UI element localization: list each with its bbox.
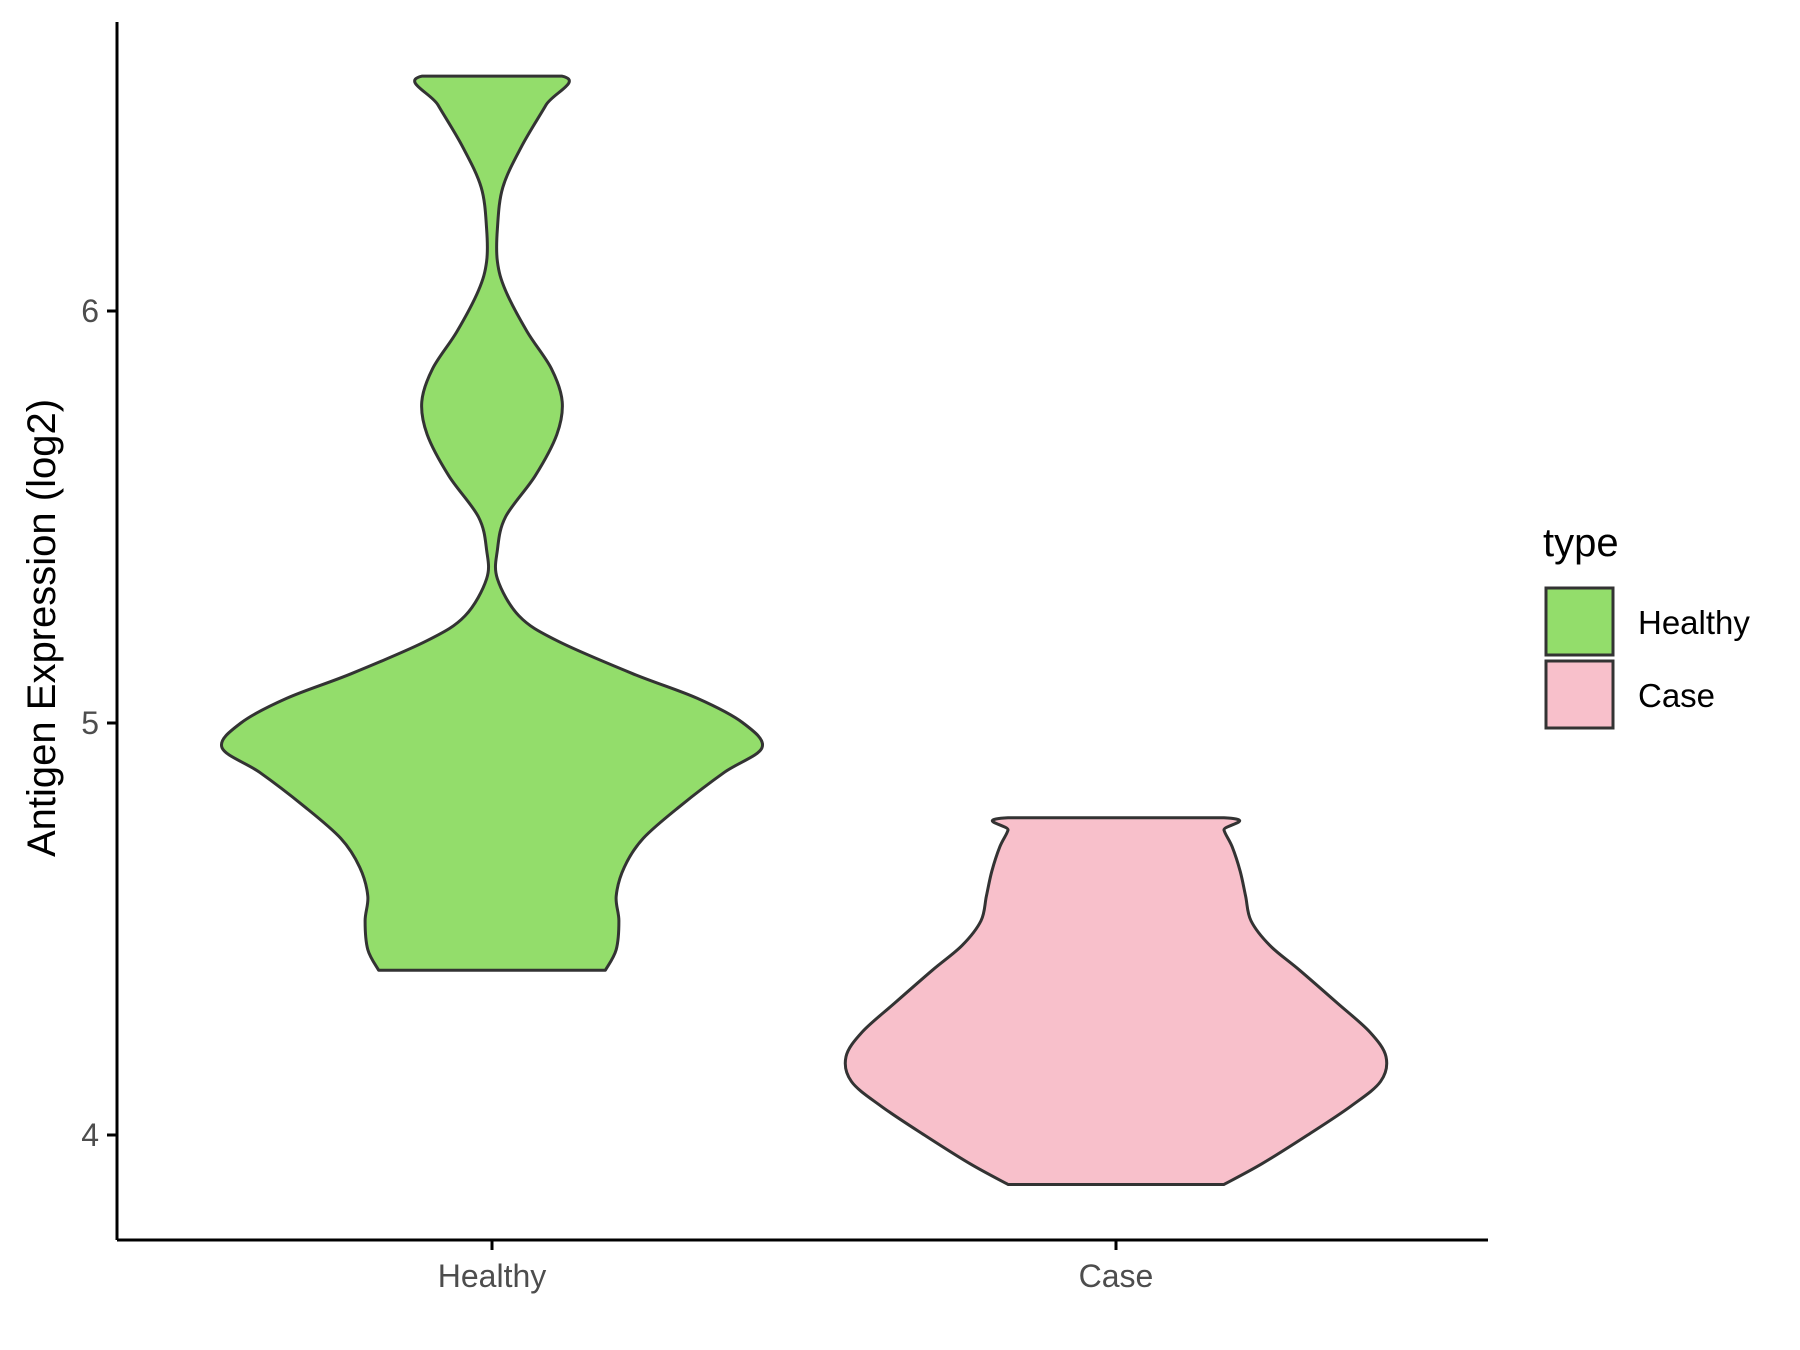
legend-title: type [1543, 521, 1619, 565]
legend-key-healthy [1544, 586, 1615, 657]
legend-label: Healthy [1638, 604, 1750, 641]
legend-key-case [1544, 659, 1615, 730]
y-tick-label: 6 [81, 293, 99, 329]
x-tick-label: Healthy [438, 1258, 547, 1294]
legend: type Healthy Case [1543, 521, 1750, 730]
violin-case [843, 816, 1389, 1186]
axes: 4 5 6 Healthy Case [81, 22, 1488, 1294]
y-tick-label: 5 [81, 705, 99, 741]
x-tick-label: Case [1079, 1258, 1154, 1294]
violin-layer [219, 74, 1389, 1186]
violin-healthy [219, 74, 765, 972]
legend-label: Case [1638, 677, 1715, 714]
y-axis-title: Antigen Expression (log2) [20, 399, 64, 857]
y-tick-label: 4 [81, 1117, 99, 1153]
